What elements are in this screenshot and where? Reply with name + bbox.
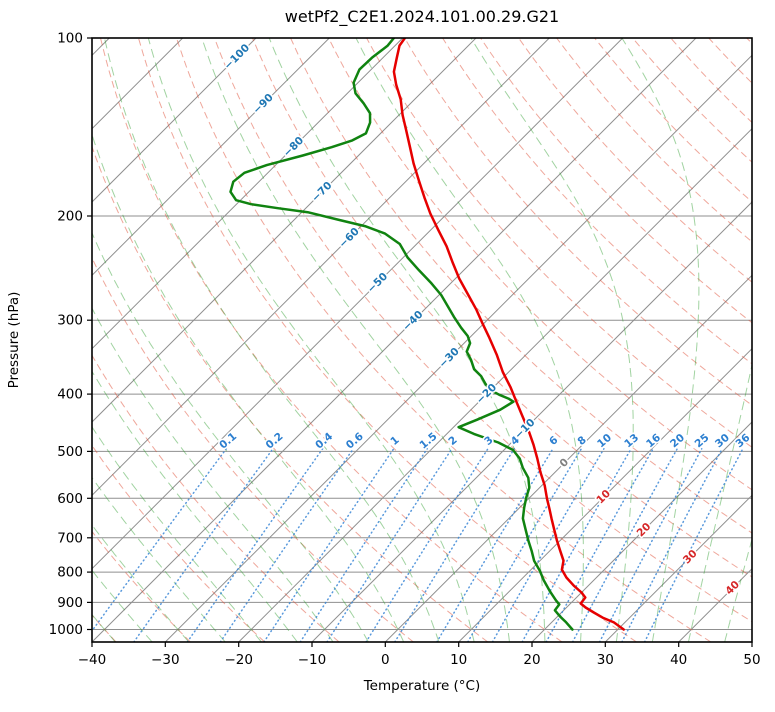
line-label: 20	[668, 432, 687, 451]
pressure-gridlines	[92, 38, 752, 630]
line-label: 10	[595, 432, 614, 451]
plot-border	[91, 37, 753, 643]
y-tick-label: 400	[57, 387, 83, 403]
x-tick-label: −40	[78, 652, 107, 668]
x-tick-label: −30	[151, 652, 180, 668]
line-label: 2	[446, 434, 459, 448]
x-tick-label: 50	[743, 652, 760, 668]
x-tick-label: 40	[670, 652, 687, 668]
y-tick-label: 1000	[49, 622, 83, 638]
x-tick-label: −20	[224, 652, 253, 668]
x-tick-label: 10	[450, 652, 467, 668]
y-tick-label: 300	[57, 313, 83, 329]
line-label: 8	[575, 434, 588, 448]
y-axis-label: Pressure (hPa)	[6, 292, 22, 389]
mixing-ratio-lines	[92, 448, 744, 642]
y-tick-label: 100	[57, 31, 83, 47]
y-tick-label: 700	[57, 530, 83, 546]
y-tick-label: 500	[57, 444, 83, 460]
mixing-ratio-labels: 0.1 0.2 0.4 0.6 1 1.5 2 3 4 6 8 10 13 16 20 25 30 36	[216, 429, 752, 453]
line-label: 0.2	[264, 430, 286, 451]
plot-layers: −100−90−80−70−60−50−40−30−20−10010203040…	[49, 31, 761, 669]
y-tick-label: 600	[57, 491, 83, 507]
line-label: 3	[482, 434, 495, 448]
x-axis-ticks: −40 −30 −20 −10 0 10 20 30 40 50	[78, 642, 761, 668]
temperature-curve	[392, 38, 625, 631]
dry-adiabat-lines	[92, 38, 752, 642]
line-label: 13	[622, 432, 641, 451]
dewpoint-curve	[229, 38, 574, 631]
y-tick-label: 200	[57, 209, 83, 225]
y-tick-label: 800	[57, 565, 83, 581]
x-axis-label: Temperature (°C)	[363, 678, 481, 694]
line-label: 16	[644, 432, 663, 451]
line-label: 25	[693, 432, 712, 451]
line-label: 30	[713, 432, 732, 451]
isotherm-lines	[92, 38, 752, 642]
moist-adiabat-lines	[92, 38, 752, 642]
y-tick-label: 900	[57, 595, 83, 611]
x-tick-label: 30	[597, 652, 614, 668]
x-tick-label: 20	[523, 652, 540, 668]
line-label: 1	[388, 434, 401, 448]
line-label: −100	[222, 42, 252, 72]
line-label: 0.6	[344, 430, 366, 451]
y-axis-ticks: 100 200 300 400 500 600 700 800 900 1000	[49, 31, 92, 638]
x-tick-label: −10	[298, 652, 327, 668]
line-label: 1.5	[418, 430, 440, 451]
chart-title: wetPf2_C2E1.2024.101.00.29.G21	[285, 7, 559, 27]
x-tick-label: 0	[381, 652, 390, 668]
line-label: 0.4	[313, 430, 335, 451]
line-label: 0.1	[217, 430, 239, 451]
